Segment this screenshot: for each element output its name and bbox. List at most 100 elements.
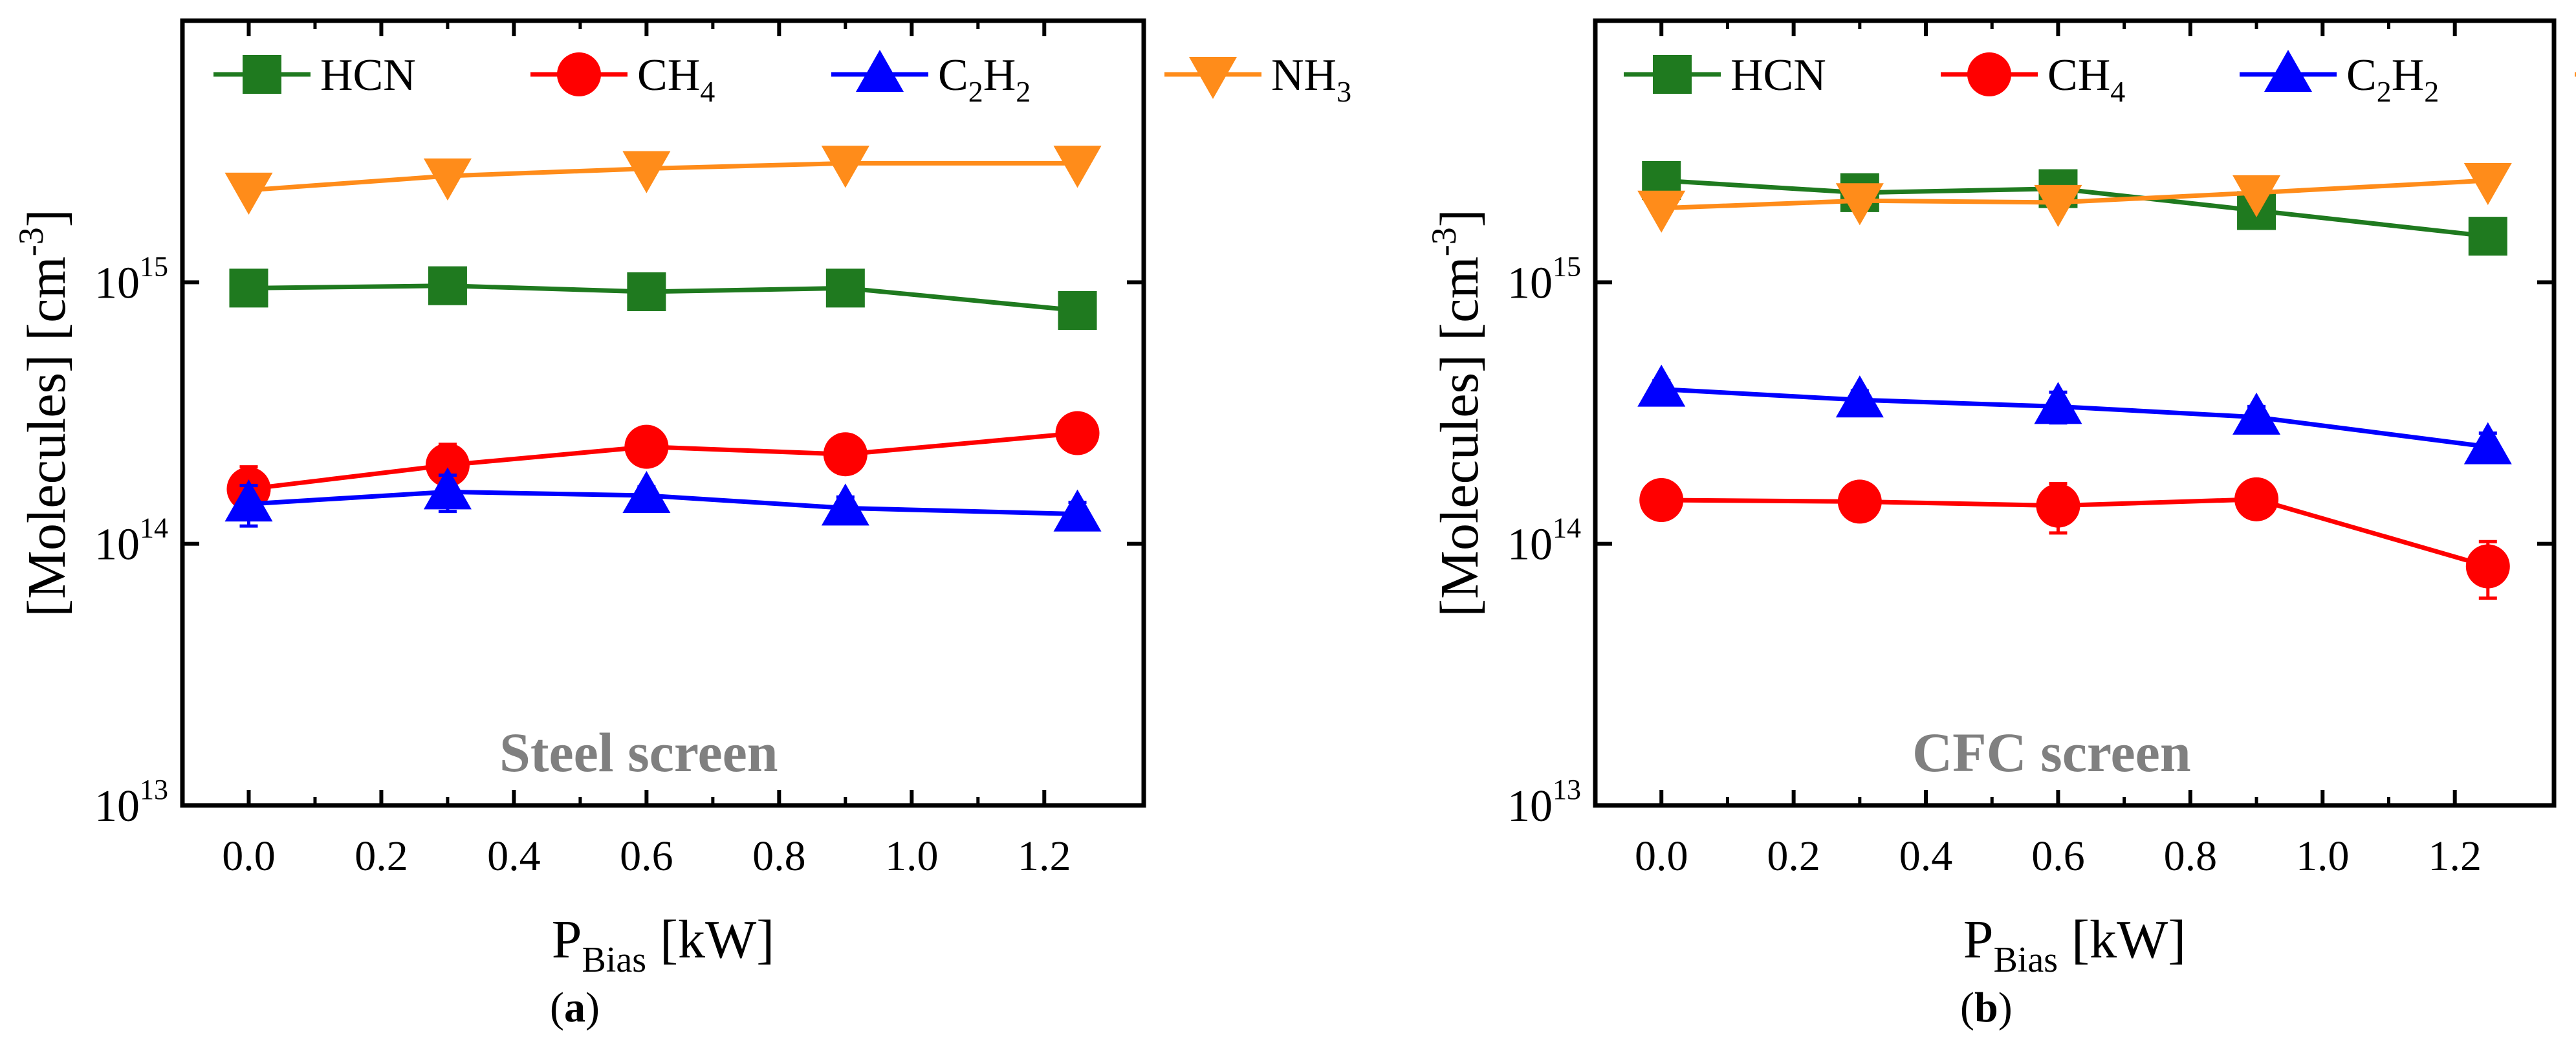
panel-b-point-nh3 <box>2463 162 2512 205</box>
panel-b-legend-label: C2H2 <box>2346 50 2439 108</box>
panel-b-point-c2h2 <box>2232 392 2281 435</box>
panel-a-legend-label-part: NH <box>1271 50 1337 100</box>
panel-a-legend-ch4: CH4 <box>530 50 715 108</box>
panel-a-x-tick-label: 0.8 <box>752 833 806 880</box>
panel-b-legend-c2h2: C2H2 <box>2240 50 2439 108</box>
panel-a-legend-marker <box>243 55 281 94</box>
panel-a-point-c2h2 <box>423 467 472 510</box>
panel-a-annotation: Steel screen <box>499 721 778 783</box>
panel-b-point-c2h2 <box>2463 422 2512 464</box>
panel-b-x-axis-label-main: P <box>1963 910 1994 970</box>
panel-b-legend-marker <box>1653 55 1692 94</box>
panel-label-b-close: ) <box>1998 984 2013 1031</box>
panel-a-point-hcn <box>825 268 865 308</box>
panel-b-legend-label-part: C <box>2346 50 2377 100</box>
panel-a-point-c2h2 <box>1053 489 1102 532</box>
panel-b-y-tick-exp: 14 <box>1553 512 1581 544</box>
panel-b-y-tick-base: 10 <box>1507 520 1553 570</box>
panel-b-x-tick-label: 1.0 <box>2296 833 2350 880</box>
panel-a-legend-label-part: C <box>938 50 968 100</box>
panel-a-x-axis-label: PBias [kW] <box>552 910 775 980</box>
panel-b-point-nh3 <box>2034 184 2082 227</box>
panel-b-x-axis-label: PBias [kW] <box>1963 910 2187 980</box>
panel-a-y-tick-exp: 15 <box>140 250 168 282</box>
panel-b-y-tick-base: 10 <box>1507 781 1553 831</box>
panel-label-b-letter: b <box>1974 984 1998 1031</box>
panel-a-x-axis-label-unit: [kW] <box>646 910 774 970</box>
panel-a-legend-marker <box>1189 57 1237 99</box>
panel-a-point-ch4 <box>624 424 669 469</box>
panel-label-a-close: ) <box>585 984 600 1031</box>
panel-a-y-tick-base: 10 <box>94 781 140 831</box>
panel-b-legend-label: HCN <box>1730 50 1826 100</box>
panel-label-a: (a) <box>550 983 600 1032</box>
panel-label-b: (b) <box>1960 983 2013 1032</box>
panel-b-x-tick-label: 1.2 <box>2428 833 2482 880</box>
panel-label-b-open: ( <box>1960 984 1974 1031</box>
panel-b-x-axis-label-sub: Bias <box>1993 940 2058 980</box>
panel-a-series-hcn <box>229 266 1097 330</box>
panel-b-point-ch4 <box>2234 477 2279 521</box>
panel-a-y-axis-label: [Molecules] [cm-3] <box>12 209 77 617</box>
panel-a-y-tick-base: 10 <box>94 520 140 570</box>
panel-b-legend-marker <box>1967 52 2011 96</box>
panel-b-series-nh3 <box>1637 162 2512 233</box>
panel-a-point-c2h2 <box>224 479 273 522</box>
panel-b-point-nh3 <box>1637 190 1686 233</box>
panel-a-legend-label-part: H <box>983 50 1016 100</box>
panel-a-x-tick-label: 1.0 <box>885 833 939 880</box>
panel-b-legend-label-part: HCN <box>1730 50 1826 100</box>
panel-label-a-open: ( <box>550 984 564 1031</box>
panel-a-y-axis-label-main: [Molecules] [cm <box>17 256 77 617</box>
panel-a-series-c2h2 <box>224 467 1102 532</box>
panel-a-legend-label-part: HCN <box>320 50 416 100</box>
panel-a-y-tick-label: 1015 <box>94 250 168 308</box>
panel-a-y-tick-label: 1014 <box>94 512 168 570</box>
panel-a-y-tick-label: 1013 <box>94 774 168 831</box>
panel-b-legend-label-part: H <box>2392 50 2425 100</box>
panel-a-point-nh3 <box>622 151 671 193</box>
panel-a-legend-label: HCN <box>320 50 416 100</box>
panel-a-y-axis-label-sup: -3 <box>12 227 50 256</box>
panel-a-legend-label: C2H2 <box>938 50 1031 108</box>
panel-a-legend-label: CH4 <box>637 50 715 108</box>
panel-a-point-nh3 <box>821 146 869 188</box>
panel-a-x-tick-label: 1.2 <box>1018 833 1071 880</box>
panel-a-line-nh3 <box>248 160 1078 193</box>
panel-b-point-ch4 <box>2036 483 2080 528</box>
panel-a-point-ch4 <box>1055 411 1100 455</box>
panel-b-series-hcn <box>1642 160 2507 256</box>
panel-b-y-tick-label: 1015 <box>1507 250 1581 308</box>
panel-a-legend-c2h2: C2H2 <box>831 50 1031 108</box>
panel-b-legend-label-part: 4 <box>2110 75 2125 108</box>
panel-label-a-letter: a <box>563 984 585 1031</box>
panel-a-legend-marker <box>557 52 601 96</box>
panel-b-point-hcn <box>2468 217 2507 256</box>
panel-a-legend-label-part: 2 <box>1016 75 1031 108</box>
panel-b-y-axis-label-sup: -3 <box>1424 227 1463 256</box>
panel-a-legend-nh3: NH3 <box>1164 50 1351 108</box>
panel-b-point-c2h2 <box>1637 364 1686 407</box>
panel-b-legend-hcn: HCN <box>1624 50 1826 100</box>
panel-b-x-tick-label: 0.8 <box>2164 833 2218 880</box>
panel-b-point-nh3 <box>1835 183 1884 226</box>
panel-b-legend-label-part: CH <box>2047 50 2110 100</box>
panel-b-x-tick-label: 0.0 <box>1635 833 1688 880</box>
panel-a-point-c2h2 <box>821 483 869 526</box>
panel-a-plot-frame <box>180 18 1146 808</box>
panel-b-point-ch4 <box>1639 478 1684 523</box>
panel-a-x-axis-label-main: P <box>552 910 582 970</box>
panel-a-legend-hcn: HCN <box>213 50 416 100</box>
panel-a-series-nh3 <box>224 146 1102 215</box>
panel-a-legend-label-part: 4 <box>700 75 715 108</box>
panel-b-legend-label-part: 2 <box>2377 75 2392 108</box>
panel-b-x-tick-label: 0.2 <box>1767 833 1820 880</box>
panel-a-y-tick-exp: 13 <box>140 774 168 805</box>
panel-b-legend-label: CH4 <box>2047 50 2125 108</box>
panel-a-y-axis-label-close: ] <box>17 209 77 227</box>
panel-b-plot-frame <box>1593 18 2557 808</box>
panel-b-y-tick-base: 10 <box>1507 258 1553 308</box>
panel-b-y-axis-label-main: [Molecules] [cm <box>1430 256 1490 617</box>
panel-a-legend-marker <box>856 50 904 92</box>
panel-a-x-tick-label: 0.0 <box>222 833 276 880</box>
